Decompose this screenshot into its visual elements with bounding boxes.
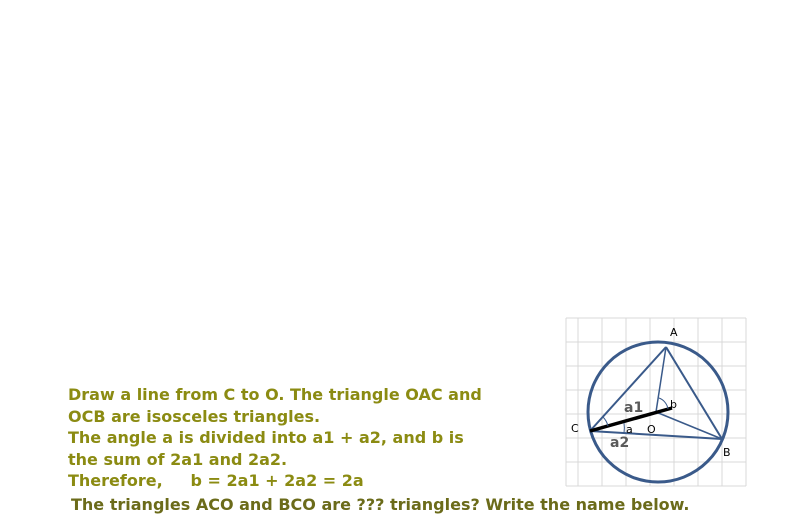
explanation-line: OCB are isosceles triangles. [68, 406, 321, 426]
circumcircle [586, 340, 730, 484]
explanation-line: Therefore, b = 2a1 + 2a2 = 2a [68, 471, 364, 490]
point-label-c: C [571, 422, 579, 435]
explanation-line: The angle a is divided into a1 + a2, and… [68, 428, 464, 447]
radius-oa [655, 346, 667, 413]
point-label-a: A [670, 326, 678, 339]
radius-ob [655, 411, 723, 440]
angle-arcs [602, 397, 669, 434]
edge-cb [589, 430, 723, 440]
angle-arc-b [658, 397, 669, 410]
angle-label-a1: a1 [624, 400, 643, 416]
point-label-o: O [647, 423, 656, 436]
triangle-edges [589, 346, 723, 440]
question-prompt: The triangles ACO and BCO are ??? triang… [71, 495, 690, 514]
point-label-b: B [723, 446, 731, 459]
radius-lines [655, 346, 723, 440]
explanation-text: Draw a line from C to O. The triangle OA… [68, 384, 548, 492]
edge-ab [665, 346, 723, 440]
explanation-line: the sum of 2a1 and 2a2. [68, 449, 288, 469]
angle-label-a: a [626, 423, 633, 436]
segment-co [589, 406, 673, 433]
angle-label-a2: a2 [610, 435, 629, 451]
edge-ca [589, 346, 667, 432]
angle-label-b: b [670, 398, 677, 411]
explanation-line: Draw a line from C to O. The triangle OA… [68, 385, 482, 404]
angle-arc-a1 [602, 416, 609, 427]
